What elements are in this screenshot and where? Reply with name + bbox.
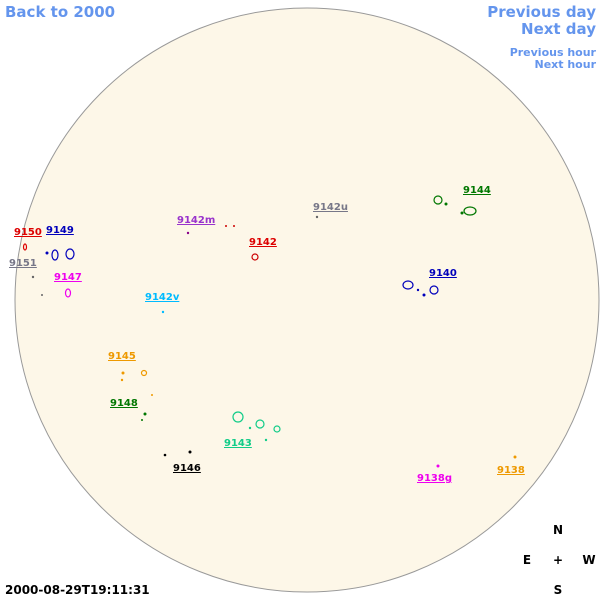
- next-day-link[interactable]: Next day: [521, 20, 596, 38]
- compass-center: +: [553, 553, 563, 567]
- solar-disk: [14, 7, 600, 593]
- region-label[interactable]: 9142v: [145, 292, 180, 303]
- region-label[interactable]: 9147: [54, 272, 82, 283]
- region-label[interactable]: 9140: [429, 268, 457, 279]
- region-label[interactable]: 9144: [463, 185, 491, 196]
- region-label[interactable]: 9150: [14, 227, 42, 238]
- region-label[interactable]: 9148: [110, 398, 138, 409]
- compass-north: N: [553, 523, 563, 537]
- back-link[interactable]: Back to 2000: [5, 3, 115, 21]
- region-label[interactable]: 9149: [46, 225, 74, 236]
- previous-day-link[interactable]: Previous day: [487, 3, 596, 21]
- region-label[interactable]: 9138g: [417, 473, 452, 484]
- compass-south: S: [554, 583, 563, 597]
- region-label[interactable]: 9142m: [177, 215, 215, 226]
- region-label[interactable]: 9138: [497, 465, 525, 476]
- compass-east: E: [523, 553, 531, 567]
- region-label[interactable]: 9142: [249, 237, 277, 248]
- region-label[interactable]: 9146: [173, 463, 201, 474]
- previous-hour-link[interactable]: Previous hour: [510, 46, 597, 59]
- compass-west: W: [582, 553, 595, 567]
- sunspots: [22, 195, 517, 468]
- region-label[interactable]: 9151: [9, 258, 37, 269]
- next-hour-link[interactable]: Next hour: [535, 58, 597, 71]
- region-label[interactable]: 9142u: [313, 202, 348, 213]
- region-label[interactable]: 9145: [108, 351, 136, 362]
- region-label[interactable]: 9143: [224, 438, 252, 449]
- timestamp: 2000-08-29T19:11:31: [5, 583, 150, 597]
